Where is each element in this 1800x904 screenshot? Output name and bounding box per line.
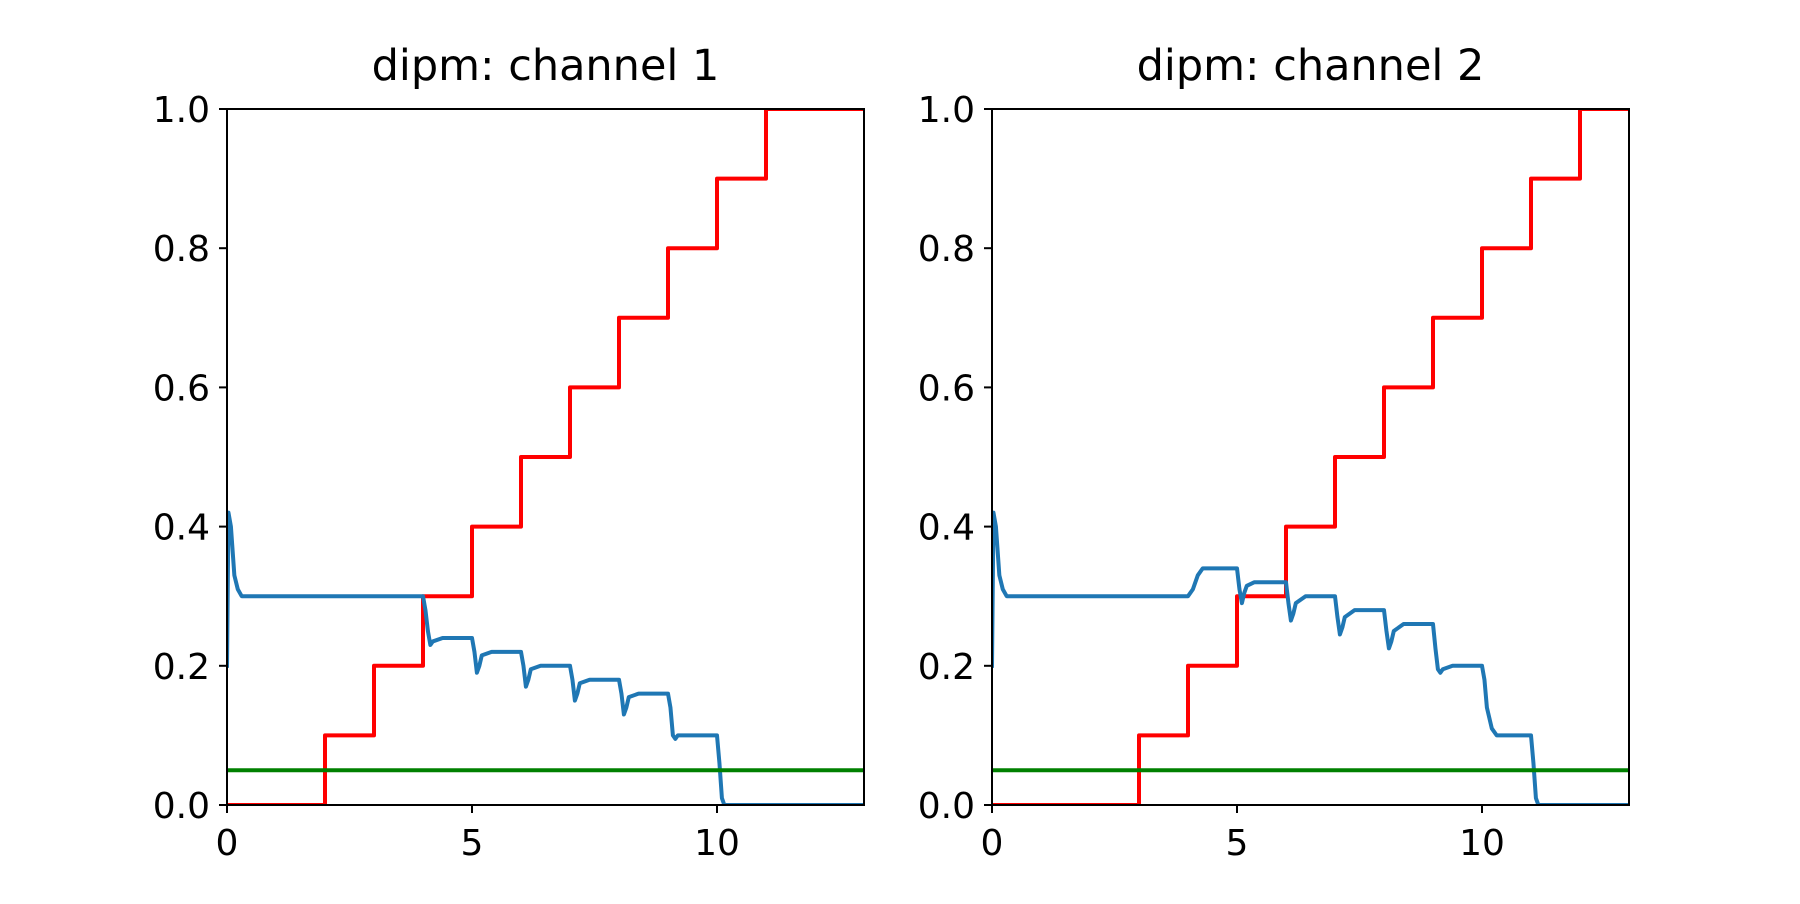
chart-title: dipm: channel 1 <box>372 41 720 91</box>
staircase-line <box>227 109 864 805</box>
x-tick-label: 0 <box>216 823 239 864</box>
y-tick-label: 0.6 <box>918 368 975 409</box>
y-tick-label: 0.4 <box>153 508 210 549</box>
y-tick-label: 0.8 <box>918 229 975 270</box>
y-tick-label: 0.0 <box>918 786 975 827</box>
decay-line <box>227 510 864 805</box>
y-tick-label: 0.6 <box>153 368 210 409</box>
x-tick-label: 10 <box>1459 823 1505 864</box>
decay-line <box>992 510 1629 805</box>
chart-panel-1: 0 5 10 0.0 0.2 0.4 0.6 0.8 1.0 dipm: channel 1 <box>153 41 865 864</box>
plot-frame <box>991 108 1630 806</box>
y-tick-label: 1.0 <box>153 90 210 131</box>
y-tick-label: 0.0 <box>153 786 210 827</box>
chart-title: dipm: channel 2 <box>1137 41 1485 91</box>
y-tick-label: 1.0 <box>918 90 975 131</box>
staircase-line <box>992 109 1629 805</box>
chart-panel-2: 0 5 10 0.0 0.2 0.4 0.6 0.8 1.0 dipm: channel 2 <box>918 41 1630 864</box>
y-tick-label: 0.8 <box>153 229 210 270</box>
y-tick-label: 0.2 <box>918 647 975 688</box>
y-tick-label: 0.2 <box>153 647 210 688</box>
plot-frame <box>226 108 865 806</box>
x-tick-label: 5 <box>1226 823 1249 864</box>
x-tick-label: 0 <box>981 823 1004 864</box>
y-tick-label: 0.4 <box>918 508 975 549</box>
x-tick-label: 5 <box>461 823 484 864</box>
x-tick-label: 10 <box>694 823 740 864</box>
